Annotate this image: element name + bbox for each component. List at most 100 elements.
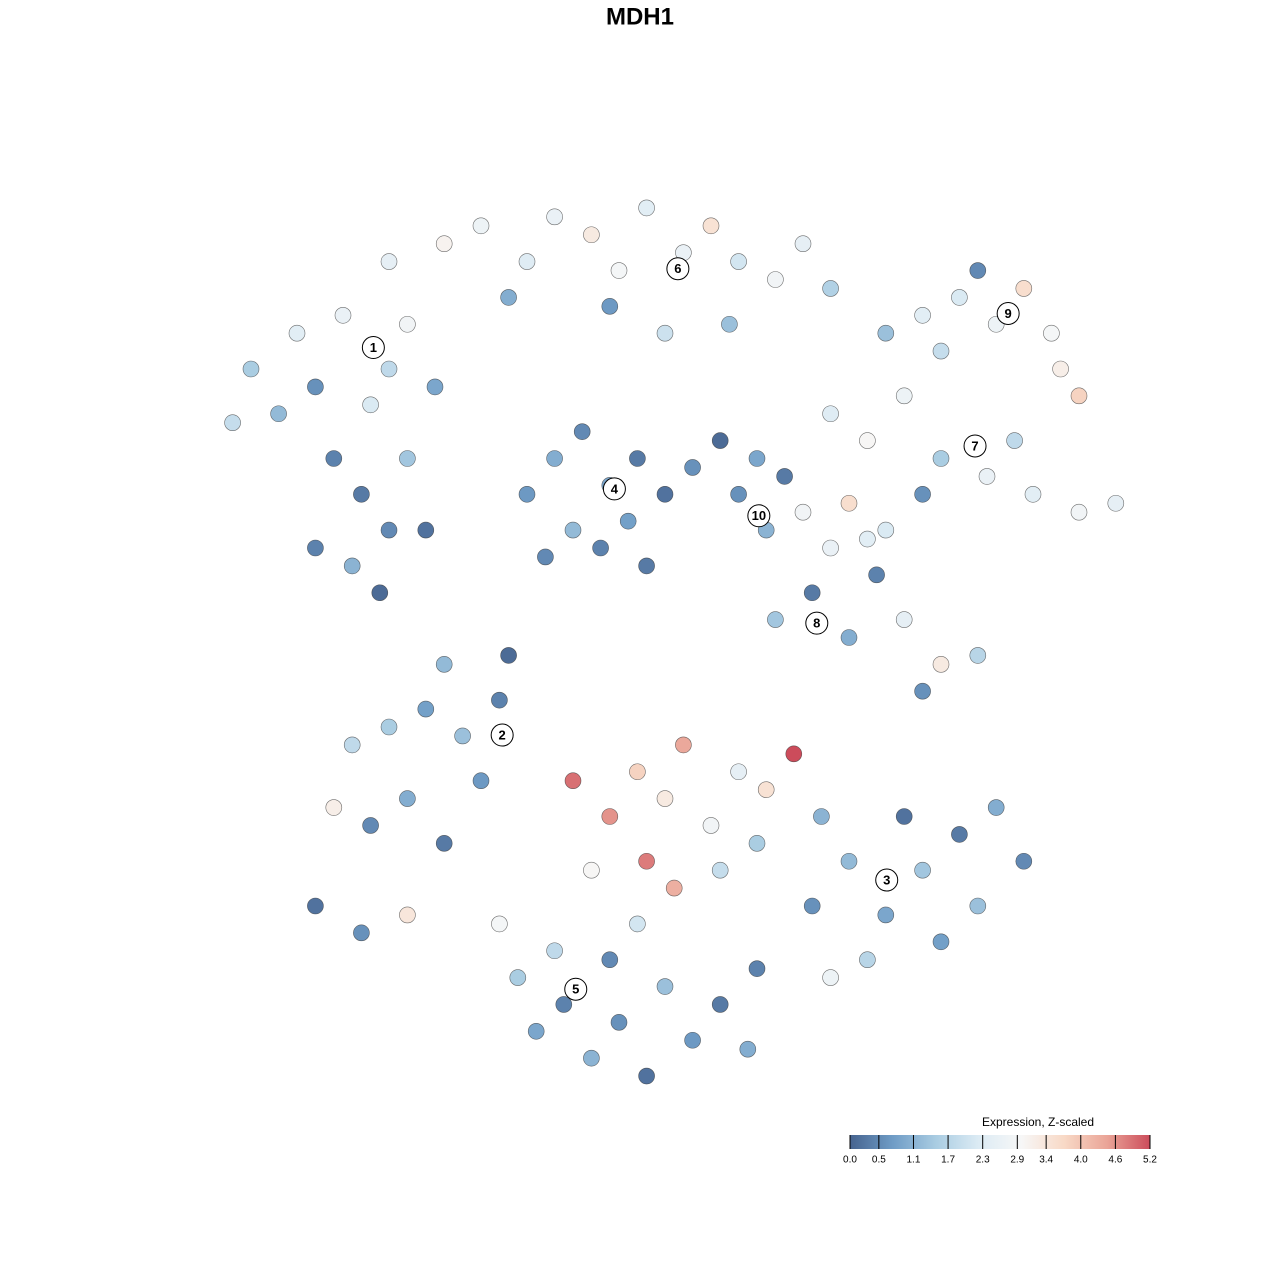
cluster-marker bbox=[666, 257, 690, 281]
point bbox=[675, 736, 692, 754]
point bbox=[380, 718, 398, 736]
cluster-label: 7 bbox=[971, 438, 978, 453]
point bbox=[353, 485, 370, 503]
point bbox=[583, 1049, 600, 1067]
point bbox=[656, 978, 674, 995]
cluster-marker bbox=[564, 977, 588, 1001]
point bbox=[371, 584, 389, 602]
point bbox=[711, 432, 729, 449]
cluster-label: 5 bbox=[572, 982, 579, 997]
point bbox=[491, 691, 508, 709]
point bbox=[868, 566, 885, 584]
point bbox=[435, 235, 453, 252]
point bbox=[380, 253, 398, 270]
point bbox=[343, 736, 361, 754]
point bbox=[592, 539, 609, 557]
cluster-marker bbox=[361, 336, 385, 360]
point bbox=[307, 539, 324, 557]
point bbox=[859, 530, 876, 548]
cluster-marker bbox=[602, 477, 626, 501]
point bbox=[932, 656, 950, 673]
point bbox=[859, 432, 876, 449]
cluster-label: 9 bbox=[1005, 306, 1012, 321]
point bbox=[895, 611, 913, 628]
point bbox=[399, 315, 416, 333]
point bbox=[583, 226, 600, 244]
point bbox=[914, 306, 931, 324]
cluster-label: 8 bbox=[813, 616, 820, 631]
point bbox=[638, 199, 655, 217]
point bbox=[730, 763, 747, 781]
point bbox=[380, 360, 398, 378]
point bbox=[454, 727, 471, 745]
point bbox=[1024, 485, 1042, 503]
point bbox=[399, 906, 416, 924]
point bbox=[325, 450, 343, 467]
colorbar-tick-label: 5.2 bbox=[1143, 1155, 1157, 1166]
point bbox=[840, 852, 858, 870]
colorbar: Expression, Z-scaled 0.0 0.5 1.1 1.7 2.3 2.9 3… bbox=[843, 1115, 1157, 1165]
point bbox=[399, 790, 416, 807]
point bbox=[472, 772, 490, 790]
point bbox=[969, 647, 987, 664]
cluster-marker bbox=[875, 868, 899, 892]
point bbox=[472, 217, 490, 235]
point bbox=[638, 1067, 655, 1085]
point bbox=[610, 262, 628, 279]
point bbox=[601, 298, 619, 315]
point bbox=[859, 951, 876, 969]
colorbar-tick-label: 1.7 bbox=[941, 1155, 955, 1166]
point bbox=[546, 942, 563, 960]
point bbox=[518, 485, 536, 503]
point bbox=[417, 521, 435, 539]
point bbox=[546, 208, 563, 226]
colorbar-tick-label: 4.0 bbox=[1074, 1155, 1088, 1166]
point bbox=[822, 405, 839, 423]
point bbox=[877, 324, 895, 342]
point bbox=[629, 915, 646, 933]
cluster-label: 3 bbox=[883, 872, 890, 887]
cluster-marker bbox=[747, 504, 771, 528]
colorbar-tick-label: 4.6 bbox=[1108, 1155, 1122, 1166]
point bbox=[656, 324, 674, 342]
point bbox=[711, 861, 729, 879]
point bbox=[803, 897, 821, 915]
point bbox=[380, 521, 398, 539]
point bbox=[435, 656, 453, 673]
points bbox=[224, 199, 1125, 1085]
point bbox=[546, 450, 563, 467]
point bbox=[932, 342, 950, 360]
point bbox=[840, 629, 858, 646]
colorbar-tick-label: 3.4 bbox=[1039, 1155, 1053, 1166]
point bbox=[840, 494, 858, 512]
point bbox=[601, 951, 619, 969]
point bbox=[325, 799, 343, 816]
point bbox=[684, 459, 701, 476]
point bbox=[730, 485, 747, 503]
colorbar-tick-label: 0.0 bbox=[843, 1155, 857, 1166]
point bbox=[307, 378, 324, 396]
point bbox=[500, 647, 517, 664]
point bbox=[951, 826, 968, 843]
point bbox=[776, 468, 793, 485]
point bbox=[822, 539, 839, 557]
point bbox=[969, 262, 987, 279]
point bbox=[748, 835, 766, 852]
point bbox=[417, 700, 435, 718]
point bbox=[399, 450, 416, 467]
point bbox=[270, 405, 287, 423]
colorbar-tick-label: 0.5 bbox=[872, 1155, 886, 1166]
point bbox=[573, 423, 591, 440]
point bbox=[767, 271, 784, 288]
point bbox=[748, 960, 766, 977]
point bbox=[638, 852, 655, 870]
point bbox=[601, 808, 619, 825]
cluster-label: 4 bbox=[611, 481, 619, 496]
point bbox=[895, 387, 913, 405]
point bbox=[987, 799, 1005, 816]
cluster-label: 2 bbox=[499, 727, 506, 742]
point bbox=[629, 450, 646, 467]
point bbox=[932, 450, 950, 467]
point bbox=[767, 611, 784, 628]
